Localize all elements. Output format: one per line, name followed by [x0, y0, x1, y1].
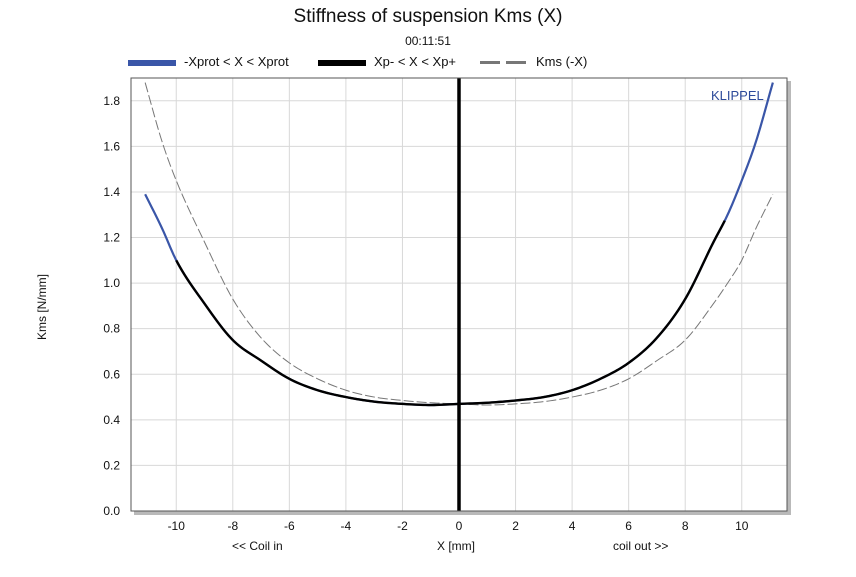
y-tick-label: 0.0 [103, 504, 120, 518]
legend-label-xp: Xp- < X < Xp+ [374, 54, 457, 69]
x-tick-label: -2 [397, 519, 408, 533]
chart-legend: -Xprot < X < Xprot Xp- < X < Xp+ Kms (-X… [128, 53, 828, 71]
x-tick-label: 0 [456, 519, 463, 533]
x-tick-label: 4 [569, 519, 576, 533]
x-tick-label: -4 [341, 519, 352, 533]
frame-shadow-right [787, 81, 791, 514]
y-tick-label: 0.4 [103, 413, 120, 427]
x-axis-label: X [mm] [437, 539, 475, 553]
chart-subtitle-time: 00:11:51 [405, 34, 451, 48]
x-tick-label: -8 [227, 519, 238, 533]
x-tick-label: -10 [168, 519, 186, 533]
y-tick-label: 0.6 [103, 367, 120, 381]
plot-frame [130, 77, 791, 515]
frame-shadow-bottom [134, 511, 791, 515]
legend-swatch-blue [128, 59, 176, 66]
tick-labels: -10 -8 -6 -4 -2 0 2 4 6 8 10 0.0 0.2 0.4 0.6 0.8 1.0 1.2 1… [103, 94, 748, 533]
x-tick-label: 2 [512, 519, 519, 533]
legend-label-xprot: -Xprot < X < Xprot [184, 54, 289, 69]
legend-entry-kms-neg: Kms (-X) [480, 53, 587, 71]
x-tick-label: 8 [682, 519, 689, 533]
y-tick-label: 1.0 [103, 276, 120, 290]
frame-border [130, 77, 788, 512]
x-axis-note-coil-in: << Coil in [232, 539, 283, 553]
chart-title: Stiffness of suspension Kms (X) [293, 6, 563, 27]
y-tick-label: 0.8 [103, 322, 120, 336]
y-tick-label: 0.2 [103, 458, 120, 472]
brand-label: KLIPPEL [711, 88, 764, 103]
y-tick-label: 1.6 [103, 139, 120, 153]
y-tick-label: 1.4 [103, 185, 120, 199]
series-group [144, 78, 774, 511]
y-tick-label: 1.2 [103, 231, 120, 245]
y-axis-label: Kms [N/mm] [35, 274, 49, 340]
x-tick-label: 10 [735, 519, 749, 533]
legend-swatch-black [318, 59, 366, 66]
x-tick-label: -6 [284, 519, 295, 533]
legend-entry-xprot: -Xprot < X < Xprot [128, 53, 289, 71]
legend-entry-xp: Xp- < X < Xp+ [318, 53, 456, 71]
x-axis-note-coil-out: coil out >> [613, 539, 669, 553]
legend-swatch-gray-dashed [480, 61, 528, 65]
x-tick-label: 6 [625, 519, 632, 533]
series-line-xp [175, 220, 726, 407]
y-tick-label: 1.8 [103, 94, 120, 108]
legend-label-kms-neg: Kms (-X) [536, 54, 588, 69]
